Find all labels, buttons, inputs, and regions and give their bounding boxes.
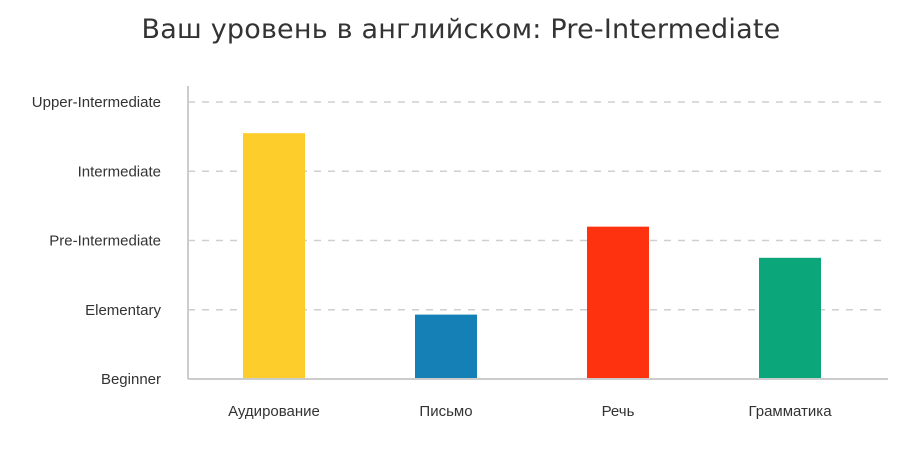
y-tick-label: Elementary — [85, 302, 161, 319]
y-tick-label: Pre-Intermediate — [49, 233, 161, 250]
y-tick-label: Intermediate — [78, 163, 161, 180]
x-category-label: Грамматика — [748, 403, 832, 420]
x-axis-category-labels: Аудирование Письмо Речь Грамматика — [228, 403, 832, 420]
bar[interactable] — [243, 133, 305, 379]
x-category-label: Аудирование — [228, 403, 320, 420]
y-axis-tick-labels: Beginner Elementary Pre-Intermediate Interm… — [32, 94, 162, 388]
x-category-label: Речь — [602, 403, 635, 420]
bar[interactable] — [759, 257, 821, 379]
chart-title: Ваш уровень в английском: Pre-Intermedia… — [141, 14, 781, 45]
bars — [243, 133, 821, 379]
bar[interactable] — [415, 314, 477, 379]
x-category-label: Письмо — [419, 403, 472, 420]
bar[interactable] — [587, 226, 649, 379]
y-tick-label: Upper-Intermediate — [32, 94, 161, 111]
y-tick-label: Beginner — [101, 371, 161, 388]
